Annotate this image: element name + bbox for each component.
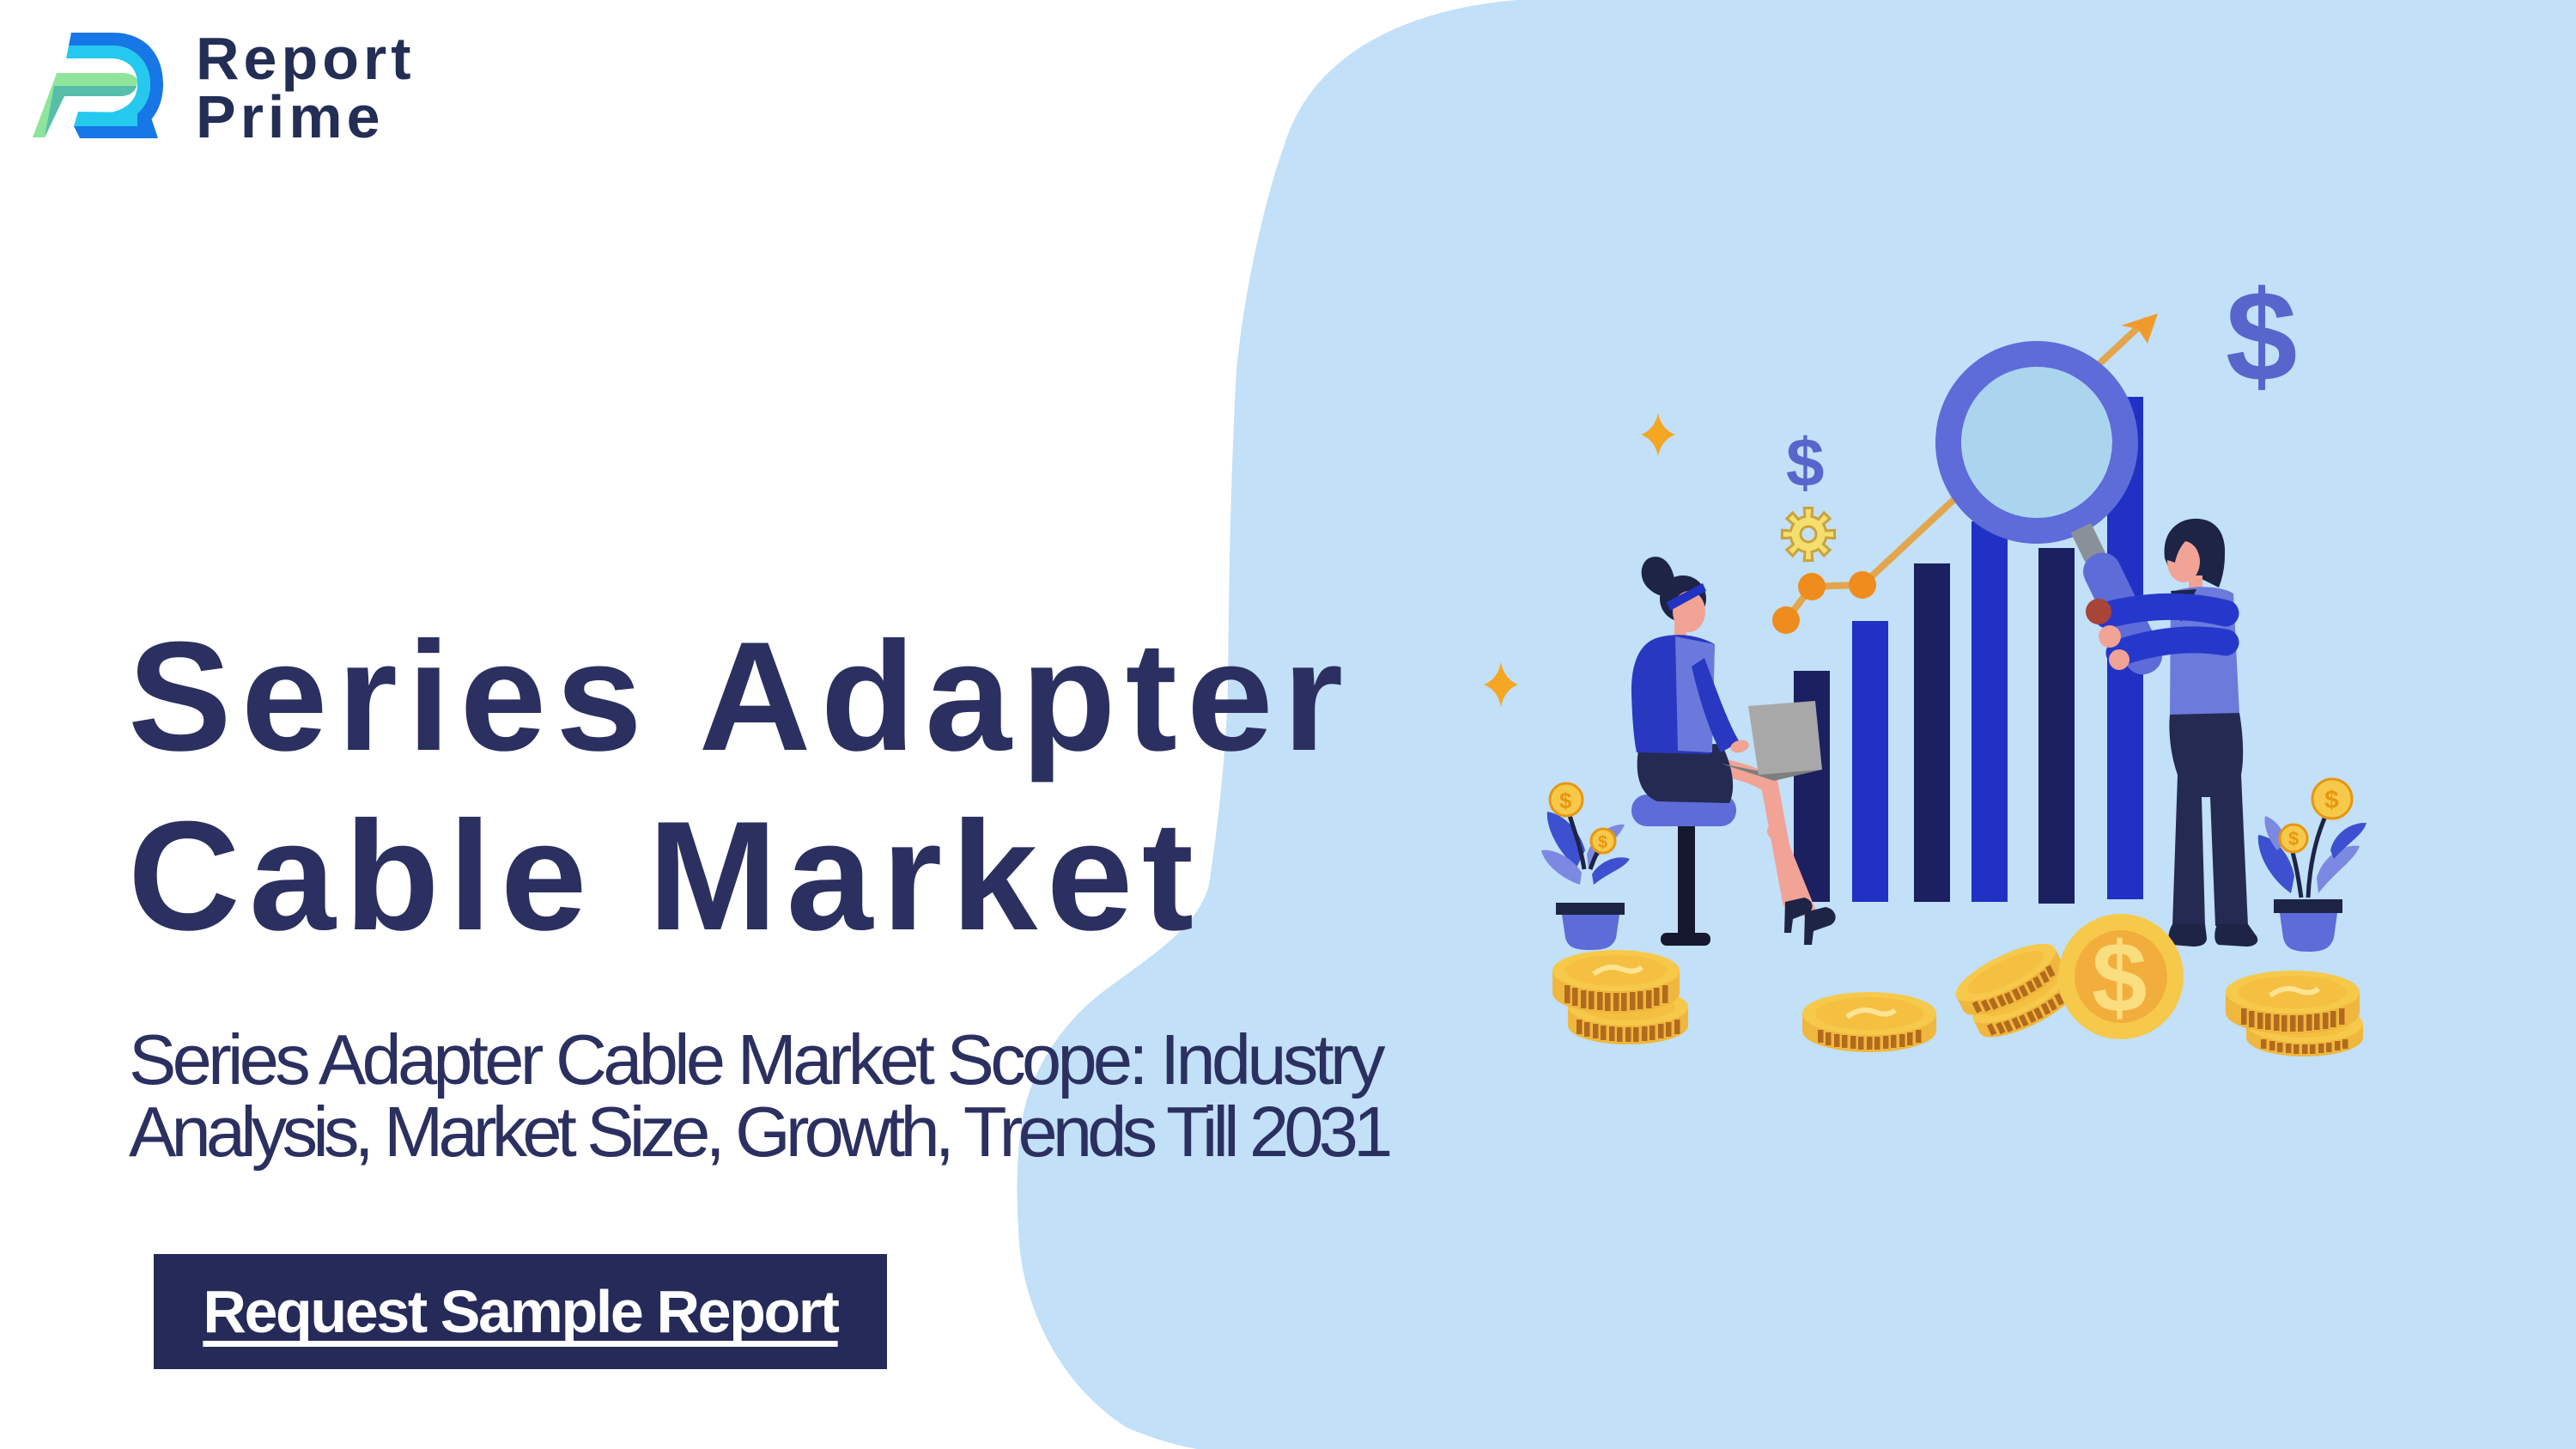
svg-text:$: $	[2288, 828, 2299, 849]
svg-text:$: $	[2324, 786, 2339, 814]
svg-text:$: $	[1559, 788, 1572, 813]
svg-text:$: $	[1786, 424, 1825, 501]
svg-text:$: $	[2226, 264, 2297, 408]
svg-text:$: $	[2092, 922, 2148, 1033]
svg-text:$: $	[1598, 833, 1607, 852]
